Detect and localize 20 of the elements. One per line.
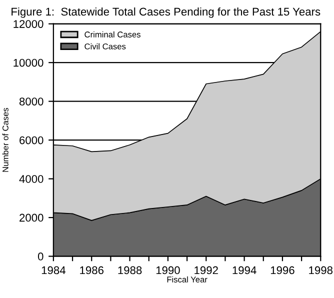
legend-label: Civil Cases <box>84 43 126 50</box>
y-tick-label: 12000 <box>14 20 44 28</box>
x-tick-label: 1984 <box>42 266 66 274</box>
y-tick-label: 6000 <box>20 136 44 144</box>
y-tick-label: 0 <box>38 252 44 260</box>
y-tick-label: 2000 <box>20 214 44 222</box>
chart-title: Figure 1: Statewide Total Cases Pending for the Past 15 Years <box>12 7 320 18</box>
x-tick-label: 1994 <box>232 266 256 274</box>
x-axis-title: Fiscal Year <box>167 276 208 282</box>
x-tick-label: 1990 <box>156 266 180 274</box>
x-tick-label: 1988 <box>118 266 142 274</box>
x-tick-label: 1992 <box>194 266 218 274</box>
y-tick-label: 8000 <box>19 98 44 106</box>
x-tick-label: 1998 <box>309 266 333 274</box>
x-tick-label: 1996 <box>270 266 294 274</box>
y-axis-title: Number of Cases <box>2 108 8 172</box>
y-tick-label: 10000 <box>14 58 44 67</box>
x-tick-label: 1986 <box>80 266 104 274</box>
y-tick-label: 4000 <box>19 175 44 183</box>
legend-label: Criminal Cases <box>84 31 140 38</box>
